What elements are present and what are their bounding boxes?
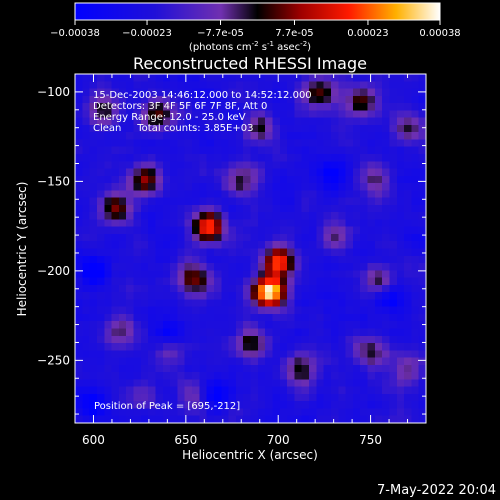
colorbar-tick-label: 0.00023: [347, 28, 388, 39]
x-tick-label: 700: [267, 433, 290, 447]
axes: 600 650 700 750 −100 −150 −200 −250: [37, 73, 427, 447]
chart-title: Reconstructed RHESSI Image: [133, 54, 367, 73]
y-tick-label: −250: [37, 353, 70, 367]
x-tick-label: 750: [359, 433, 382, 447]
colorbar-unit-label: (photons cm-2 s-1 asec-2): [189, 40, 311, 53]
plot-frame: [74, 73, 427, 424]
y-axis-label: Heliocentric Y (arcsec): [15, 182, 29, 317]
heatmap-image: [75, 74, 426, 423]
colorbar-tick-label: 7.7e-05: [275, 28, 313, 39]
y-tick-label: −100: [37, 85, 70, 99]
x-axis-label: Heliocentric X (arcsec): [182, 448, 318, 462]
x-tick-label: 650: [174, 433, 197, 447]
x-tick-label: 600: [82, 433, 105, 447]
y-tick-label: −200: [37, 264, 70, 278]
annotation-clean-counts: Clean Total counts: 3.85E+03: [93, 123, 253, 134]
annotation-energy-range: Energy Range: 12.0 - 25.0 keV: [93, 112, 246, 123]
colorbar-ticks: −0.00038 −0.00023 −7.7e-05 7.7e-05 0.00023 0.…: [50, 20, 461, 39]
peak-position-label: Position of Peak = [695,-212]: [94, 401, 240, 412]
annotation-time-range: 15-Dec-2003 14:46:12.000 to 14:52:12.000: [93, 90, 312, 101]
colorbar: [74, 2, 441, 21]
colorbar-tick-label: −7.7e-05: [197, 28, 244, 39]
colorbar-tick-label: −0.00038: [50, 28, 100, 39]
colorbar-tick-label: 0.00038: [419, 28, 460, 39]
annotation-detectors: Detectors: 3F 4F 5F 6F 7F 8F, Att 0: [93, 101, 267, 112]
footer-timestamp: 7-May-2022 20:04: [377, 483, 496, 498]
colorbar-tick-label: −0.00023: [122, 28, 172, 39]
y-tick-label: −150: [37, 174, 70, 188]
